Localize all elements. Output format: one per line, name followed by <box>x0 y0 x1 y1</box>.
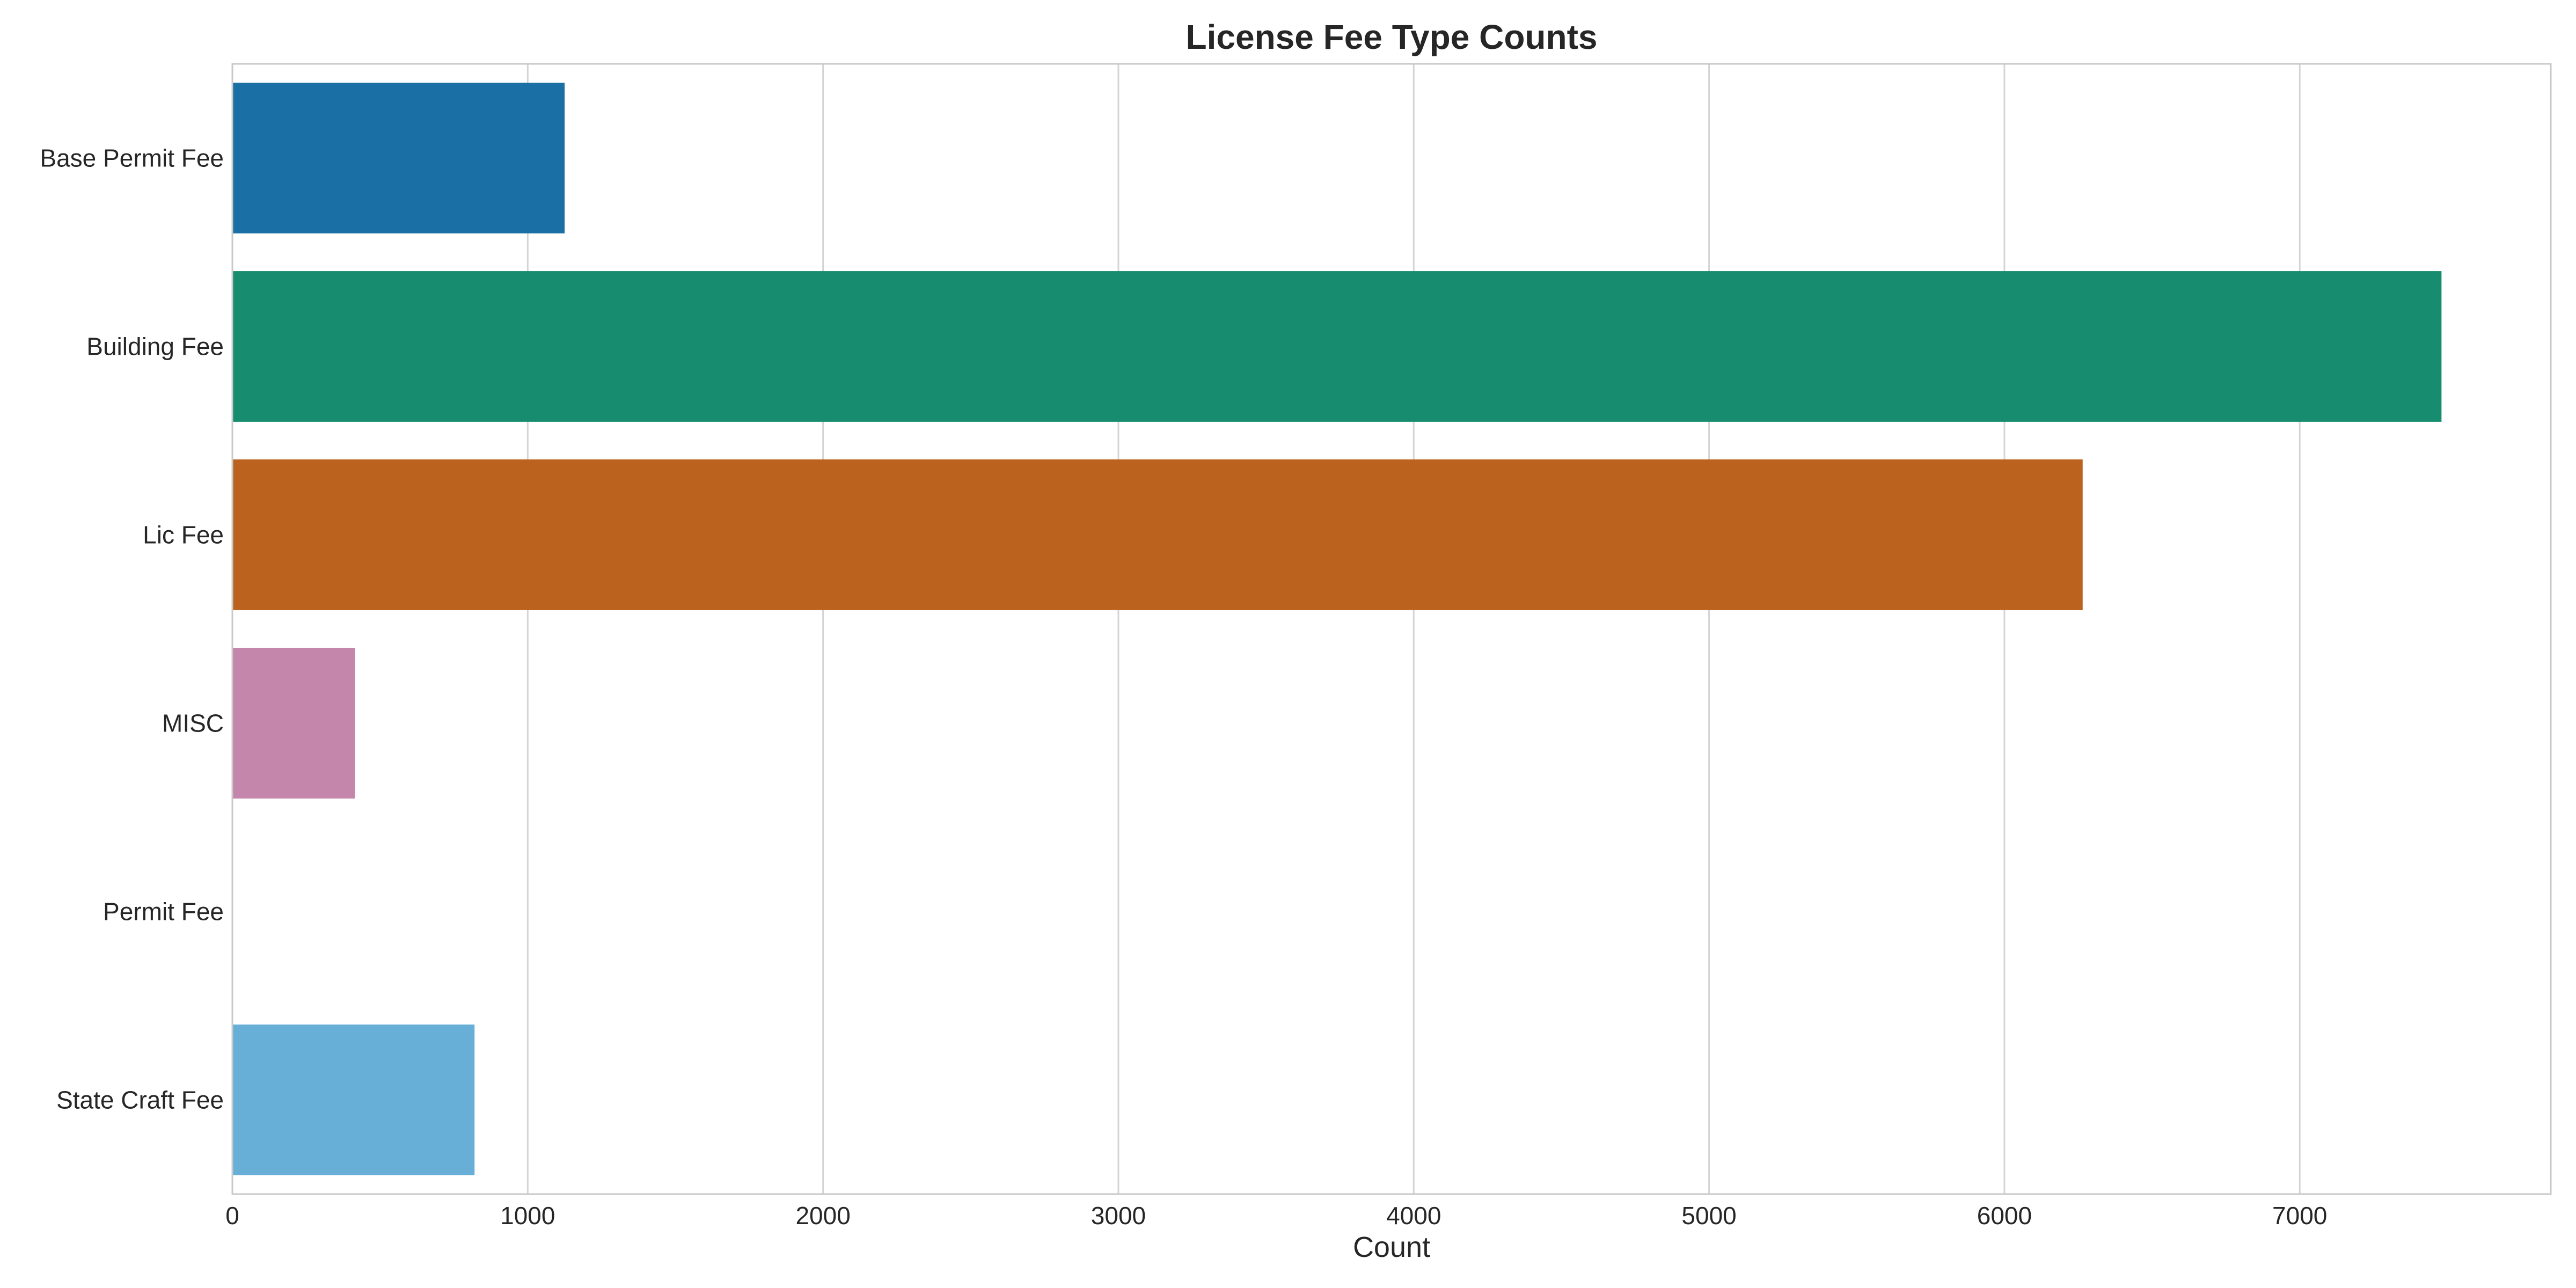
x-tick-label: 3000 <box>1091 1202 1146 1230</box>
plot-frame <box>231 63 2552 1195</box>
y-tick-label: State Craft Fee <box>56 1086 224 1114</box>
x-tick-label: 7000 <box>2272 1202 2327 1230</box>
chart-title: License Fee Type Counts <box>1186 18 1598 56</box>
x-tick-label: 2000 <box>795 1202 850 1230</box>
y-tick-label: Base Permit Fee <box>40 144 224 172</box>
y-tick-label: Building Fee <box>86 333 224 361</box>
x-tick-labels: 0 1000 2000 3000 4000 5000 6000 7000 <box>225 1202 2327 1230</box>
bar-base-permit-fee <box>232 83 565 233</box>
x-tick-label: 1000 <box>500 1202 555 1230</box>
grid-layer <box>231 64 2301 1194</box>
y-tick-label: Permit Fee <box>103 898 224 926</box>
x-tick-label: 5000 <box>1681 1202 1736 1230</box>
y-tick-label: Lic Fee <box>143 521 224 549</box>
bar-lic-fee <box>232 459 2083 610</box>
x-axis-label: Count <box>1353 1231 1430 1263</box>
x-tick-label: 0 <box>225 1202 239 1230</box>
bar-layer <box>232 83 2442 1175</box>
y-tick-label: MISC <box>162 709 224 737</box>
bar-misc <box>232 648 355 799</box>
x-tick-label: 6000 <box>1977 1202 2032 1230</box>
bar-state-craft-fee <box>232 1024 475 1175</box>
x-tick-label: 4000 <box>1386 1202 1441 1230</box>
y-tick-labels: Base Permit Fee Building Fee Lic Fee MISC Pe… <box>40 144 224 1114</box>
bar-building-fee <box>232 271 2442 422</box>
